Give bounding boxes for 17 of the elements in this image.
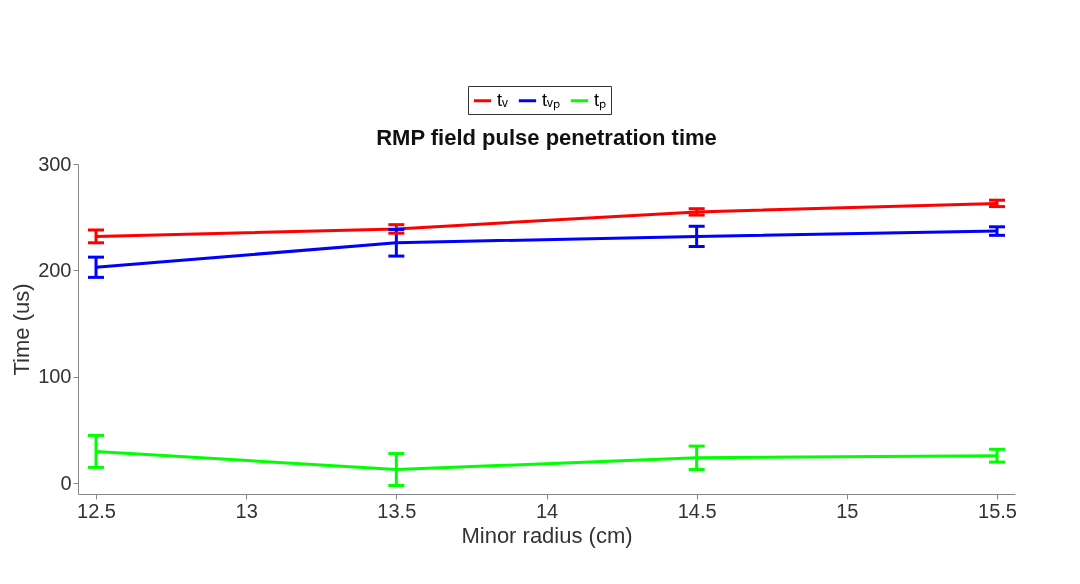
x-tick-label: 12.5 (77, 499, 116, 522)
y-tick-label: 300 (38, 152, 72, 175)
y-tick-label: 200 (38, 258, 72, 281)
y-tick-label: 0 (60, 471, 72, 494)
x-tick-label: 15 (836, 499, 859, 522)
legend-label: tᵥ (497, 89, 508, 110)
x-tick-label: 13 (235, 499, 258, 522)
legend-label: tₚ (594, 89, 607, 111)
chart-title: RMP field pulse penetration time (376, 125, 717, 150)
y-tick-label: 100 (38, 365, 72, 388)
x-tick-label: 15.5 (978, 499, 1017, 522)
y-axis-title: Time (us) (9, 283, 35, 376)
x-tick-label: 14.5 (677, 499, 717, 522)
x-tick-label: 13.5 (377, 499, 417, 522)
x-axis-title: Minor radius (cm) (461, 522, 633, 548)
x-tick-label: 14 (535, 499, 559, 522)
legend-label: tᵥₚ (542, 89, 560, 111)
